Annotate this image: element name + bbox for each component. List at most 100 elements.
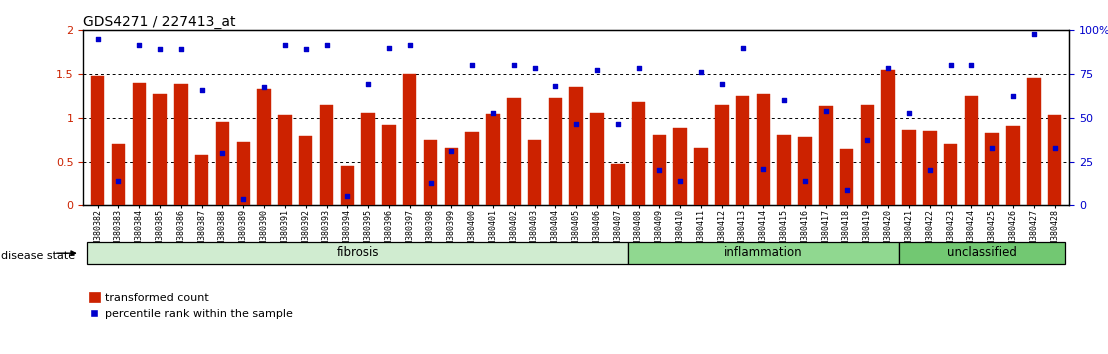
Point	[817, 108, 834, 114]
Bar	[798, 137, 812, 205]
Bar	[923, 131, 936, 205]
Point	[712, 81, 730, 87]
Bar	[757, 94, 770, 205]
Point	[546, 83, 564, 89]
Bar	[674, 128, 687, 205]
Point	[110, 178, 127, 184]
Point	[650, 167, 668, 173]
Bar	[548, 98, 562, 205]
Bar	[444, 148, 458, 205]
Bar	[112, 144, 125, 205]
Bar	[216, 122, 229, 205]
Point	[193, 87, 211, 92]
Bar	[902, 130, 916, 205]
Point	[692, 69, 710, 75]
Bar	[628, 242, 899, 264]
Bar	[570, 87, 583, 205]
Point	[942, 62, 960, 68]
Bar	[778, 135, 791, 205]
Point	[984, 145, 1002, 151]
Text: disease state: disease state	[1, 251, 75, 261]
Point	[838, 187, 855, 192]
Point	[505, 62, 523, 68]
Bar	[465, 132, 479, 205]
Bar	[423, 139, 438, 205]
Bar	[507, 98, 521, 205]
Point	[380, 45, 398, 50]
Bar	[236, 142, 250, 205]
Bar	[899, 242, 1065, 264]
Bar	[133, 82, 146, 205]
Point	[1046, 145, 1064, 151]
Bar	[278, 115, 291, 205]
Bar	[840, 149, 853, 205]
Bar	[985, 133, 999, 205]
Point	[484, 110, 502, 116]
Bar	[195, 154, 208, 205]
Point	[131, 42, 148, 48]
Point	[422, 181, 440, 186]
Point	[89, 36, 106, 42]
Bar	[320, 104, 334, 205]
Bar	[361, 113, 375, 205]
Bar	[340, 166, 355, 205]
Point	[797, 178, 814, 184]
Bar	[1048, 115, 1061, 205]
Bar	[715, 105, 729, 205]
Bar	[527, 139, 542, 205]
Point	[214, 150, 232, 155]
Bar	[382, 125, 396, 205]
Bar	[174, 84, 187, 205]
Bar	[819, 106, 832, 205]
Text: unclassified: unclassified	[947, 246, 1017, 259]
Point	[963, 62, 981, 68]
Bar	[965, 96, 978, 205]
Bar	[91, 76, 104, 205]
Bar	[695, 148, 708, 205]
Point	[442, 148, 460, 154]
Bar	[653, 135, 666, 205]
Point	[525, 65, 543, 70]
Point	[1004, 93, 1022, 99]
Point	[609, 121, 627, 127]
Point	[900, 110, 917, 116]
Bar	[153, 94, 167, 205]
Point	[151, 46, 168, 52]
Text: fibrosis: fibrosis	[337, 246, 379, 259]
Point	[276, 42, 294, 48]
Point	[235, 196, 253, 202]
Point	[588, 67, 606, 72]
Point	[776, 97, 793, 103]
Point	[671, 178, 689, 184]
Point	[880, 65, 897, 70]
Point	[297, 46, 315, 52]
Legend: transformed count, percentile rank within the sample: transformed count, percentile rank withi…	[89, 292, 294, 319]
Text: inflammation: inflammation	[725, 246, 802, 259]
Point	[755, 166, 772, 171]
Bar	[736, 96, 749, 205]
Point	[567, 121, 585, 127]
Point	[338, 193, 356, 199]
Bar	[403, 74, 417, 205]
Point	[629, 65, 647, 70]
Bar	[88, 242, 628, 264]
Bar	[591, 113, 604, 205]
Bar	[632, 102, 645, 205]
Bar	[1006, 126, 1019, 205]
Point	[859, 137, 876, 142]
Bar	[299, 136, 312, 205]
Point	[172, 46, 189, 52]
Bar	[1027, 78, 1040, 205]
Bar	[486, 114, 500, 205]
Bar	[882, 69, 895, 205]
Point	[1025, 32, 1043, 37]
Point	[318, 42, 336, 48]
Point	[255, 84, 273, 90]
Bar	[611, 164, 625, 205]
Point	[463, 62, 481, 68]
Bar	[944, 144, 957, 205]
Point	[921, 167, 938, 173]
Bar	[861, 104, 874, 205]
Bar	[257, 89, 270, 205]
Text: GDS4271 / 227413_at: GDS4271 / 227413_at	[83, 15, 236, 29]
